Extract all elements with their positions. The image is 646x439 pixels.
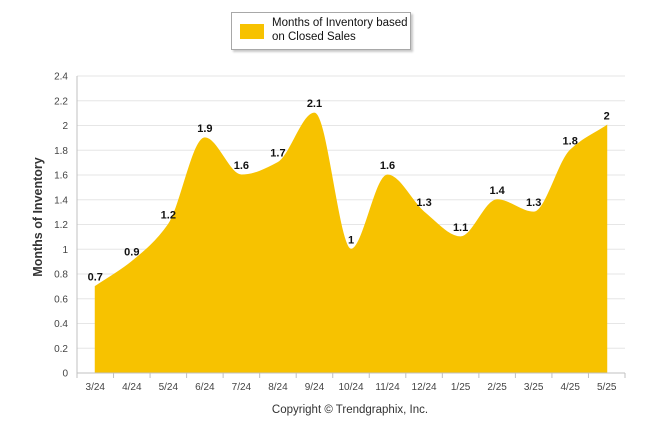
x-tick-label: 4/25 bbox=[560, 382, 580, 393]
x-tick-label: 6/24 bbox=[195, 382, 215, 393]
x-tick-label: 8/24 bbox=[268, 382, 288, 393]
x-tick-label: 11/24 bbox=[375, 382, 400, 393]
x-tick-label: 5/25 bbox=[597, 382, 617, 393]
x-tick-label: 9/24 bbox=[305, 382, 325, 393]
x-tick-label: 3/25 bbox=[524, 382, 544, 393]
y-tick-label: 0 bbox=[62, 369, 68, 380]
x-tick-label: 10/24 bbox=[338, 382, 363, 393]
data-label: 1.6 bbox=[380, 160, 395, 172]
y-tick-label: 1 bbox=[62, 245, 68, 256]
y-tick-label: 2 bbox=[62, 121, 68, 132]
data-label: 1 bbox=[348, 234, 354, 246]
data-label: 1.3 bbox=[416, 197, 431, 209]
y-tick-label: 1.8 bbox=[54, 146, 68, 157]
y-tick-label: 1.4 bbox=[54, 195, 68, 206]
y-tick-label: 1.2 bbox=[54, 220, 68, 231]
data-label: 1.6 bbox=[234, 160, 249, 172]
x-tick-label: 1/25 bbox=[451, 382, 471, 393]
data-label: 1.2 bbox=[161, 210, 176, 222]
data-label: 0.7 bbox=[88, 271, 103, 283]
data-label: 1.1 bbox=[453, 222, 468, 234]
x-tick-label: 7/24 bbox=[232, 382, 252, 393]
y-tick-labels: 0 0.2 0.4 0.6 0.8 1 1.2 1.4 1.6 1.8 2 2.2 2.4 bbox=[54, 72, 68, 380]
y-tick-label: 0.6 bbox=[54, 294, 68, 305]
x-tick-label: 3/24 bbox=[86, 382, 106, 393]
axes bbox=[76, 76, 626, 378]
x-tick-labels: 3/24 4/24 5/24 6/24 7/24 8/24 9/24 10/24 11/24 12… bbox=[86, 382, 617, 393]
x-tick-label: 5/24 bbox=[159, 382, 179, 393]
y-tick-label: 0.4 bbox=[54, 319, 68, 330]
data-label: 1.9 bbox=[197, 123, 212, 135]
y-axis-title: Months of Inventory bbox=[31, 157, 45, 276]
y-tick-label: 0.2 bbox=[54, 344, 68, 355]
x-tick-label: 12/24 bbox=[412, 382, 437, 393]
data-label: 1.7 bbox=[270, 148, 285, 160]
y-tick-label: 1.6 bbox=[54, 171, 68, 182]
y-tick-label: 2.2 bbox=[54, 96, 68, 107]
data-label: 1.8 bbox=[563, 135, 578, 147]
data-label: 1.4 bbox=[489, 185, 505, 197]
data-label: 2.1 bbox=[307, 98, 322, 110]
data-label: 1.3 bbox=[526, 197, 541, 209]
copyright-text: Copyright © Trendgraphix, Inc. bbox=[272, 404, 428, 416]
data-label: 2 bbox=[604, 111, 610, 123]
series-area bbox=[94, 112, 608, 374]
data-label: 0.9 bbox=[124, 247, 139, 259]
legend-label: Months of Inventory based on Closed Sale… bbox=[272, 17, 408, 43]
x-tick-label: 2/25 bbox=[487, 382, 507, 393]
y-tick-label: 2.4 bbox=[54, 72, 68, 83]
data-labels: 0.7 0.9 1.2 1.9 1.6 1.7 2.1 1 1.6 1.3 1.1 1.4 1.3 1.8… bbox=[88, 98, 610, 283]
y-tick-label: 0.8 bbox=[54, 270, 68, 281]
x-tick-label: 4/24 bbox=[122, 382, 142, 393]
area-fill bbox=[94, 112, 608, 374]
legend-swatch bbox=[240, 24, 264, 39]
legend: Months of Inventory based on Closed Sale… bbox=[231, 12, 411, 50]
